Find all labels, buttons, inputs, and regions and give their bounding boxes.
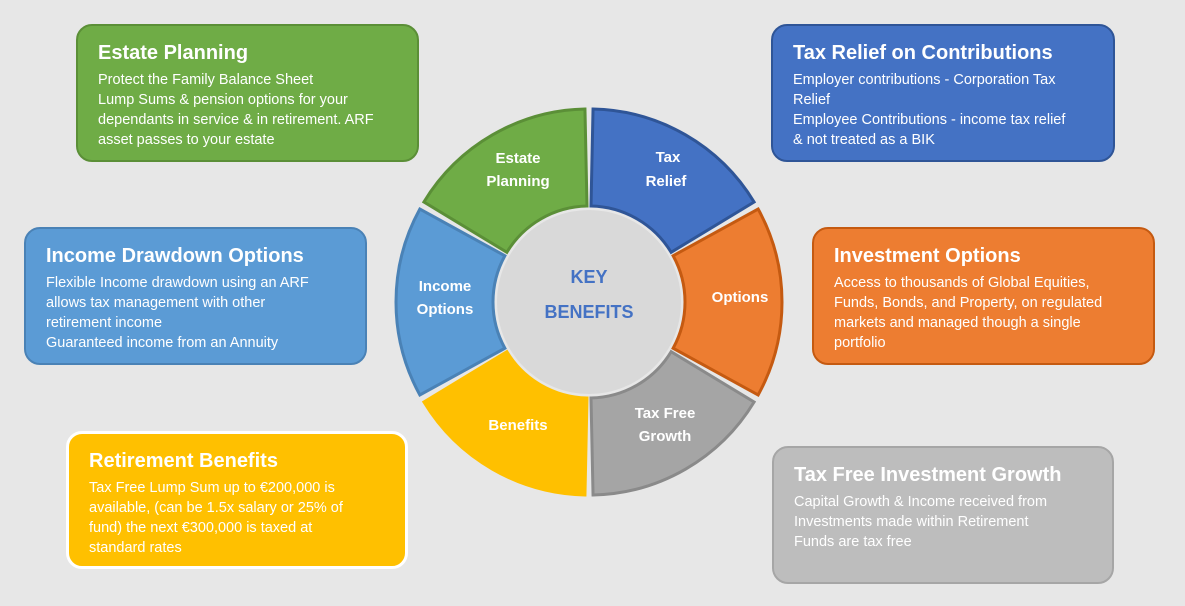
segment-label-options: Options xyxy=(712,289,769,306)
card-line: Employee Contributions - income tax reli… xyxy=(793,112,1066,128)
retirement-benefits-card: Retirement Benefits Tax Free Lump Sum up… xyxy=(66,431,408,569)
card-line: available, (can be 1.5x salary or 25% of xyxy=(89,500,343,516)
segment-tax-relief xyxy=(589,107,757,255)
card-line: asset passes to your estate xyxy=(98,132,275,148)
card-line: Lump Sums & pension options for your xyxy=(98,92,348,108)
card-line: fund) the next €300,000 is taxed at xyxy=(89,520,313,536)
card-line: standard rates xyxy=(89,540,182,556)
segment-label-estate-line1: Estate xyxy=(495,150,540,167)
card-title: Investment Options xyxy=(834,245,1021,267)
card-line: Funds are tax free xyxy=(794,534,912,550)
segment-label-growth-line2: Growth xyxy=(639,428,692,445)
segment-estate-planning xyxy=(421,107,589,255)
segment-label-benefits: Benefits xyxy=(488,417,547,434)
card-line: portfolio xyxy=(834,335,886,351)
investment-options-card: Investment Options Access to thousands o… xyxy=(812,227,1155,365)
card-line: Capital Growth & Income received from xyxy=(794,494,1048,510)
card-line: Protect the Family Balance Sheet xyxy=(98,72,314,88)
income-drawdown-card: Income Drawdown Options Flexible Income … xyxy=(24,227,367,365)
card-line: markets and managed though a single xyxy=(834,315,1081,331)
segment-benefits xyxy=(421,349,589,497)
card-line: Investments made within Retirement xyxy=(794,514,1029,530)
estate-planning-card: Estate Planning Protect the Family Balan… xyxy=(76,24,419,162)
card-line: retirement income xyxy=(46,315,163,331)
segment-income-options xyxy=(394,206,507,398)
segment-options xyxy=(671,206,784,398)
segment-label-income-line1: Income xyxy=(419,278,472,295)
card-title: Income Drawdown Options xyxy=(46,245,304,267)
card-title: Tax Relief on Contributions xyxy=(793,42,1053,64)
card-line: Tax Free Lump Sum up to €200,000 is xyxy=(89,480,335,496)
center-label-line2: BENEFITS xyxy=(544,302,633,322)
card-line: Employer contributions - Corporation Tax xyxy=(793,72,1056,88)
card-line: Funds, Bonds, and Property, on regulated xyxy=(834,295,1103,311)
card-line: Guaranteed income from an Annuity xyxy=(46,335,279,351)
card-line: allows tax management with other xyxy=(46,295,266,311)
card-line: Flexible Income drawdown using an ARF xyxy=(46,275,309,291)
segment-label-income-line2: Options xyxy=(417,301,474,318)
card-line: Access to thousands of Global Equities, xyxy=(834,275,1090,291)
card-line: & not treated as a BIK xyxy=(793,132,935,148)
segment-label-estate-line2: Planning xyxy=(486,173,549,190)
segment-tax-free-growth xyxy=(589,349,757,497)
segment-label-tax-line1: Tax xyxy=(656,149,681,166)
tax-relief-card: Tax Relief on Contributions Employer con… xyxy=(771,24,1115,162)
card-line: Relief xyxy=(793,92,831,108)
card-title: Tax Free Investment Growth xyxy=(794,464,1062,486)
center-circle xyxy=(497,210,681,394)
center-label-line1: KEY xyxy=(570,267,607,287)
card-line: dependants in service & in retirement. A… xyxy=(98,112,374,128)
card-title: Estate Planning xyxy=(98,42,249,64)
tax-free-growth-card: Tax Free Investment Growth Capital Growt… xyxy=(772,446,1114,584)
segment-label-growth-line1: Tax Free xyxy=(635,405,696,422)
card-title: Retirement Benefits xyxy=(89,450,278,472)
segment-label-tax-line2: Relief xyxy=(646,173,688,190)
